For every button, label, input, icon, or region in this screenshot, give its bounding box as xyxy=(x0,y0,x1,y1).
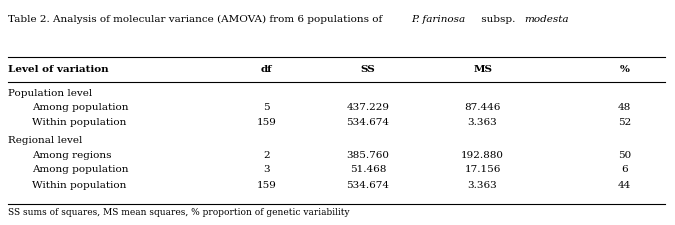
Text: Among population: Among population xyxy=(32,104,128,112)
Text: 437.229: 437.229 xyxy=(346,104,389,112)
Text: 52: 52 xyxy=(618,118,631,127)
Text: 385.760: 385.760 xyxy=(346,151,389,160)
Text: 534.674: 534.674 xyxy=(346,181,389,190)
Text: 534.674: 534.674 xyxy=(346,118,389,127)
Text: Regional level: Regional level xyxy=(8,136,82,145)
Text: Population level: Population level xyxy=(8,89,92,98)
Text: Within population: Within population xyxy=(32,181,126,190)
Text: Among regions: Among regions xyxy=(32,151,111,160)
Text: Among population: Among population xyxy=(32,165,128,174)
Text: 87.446: 87.446 xyxy=(464,104,501,112)
Text: 159: 159 xyxy=(256,118,277,127)
Text: df: df xyxy=(261,65,273,74)
Text: 192.880: 192.880 xyxy=(461,151,504,160)
Text: SS: SS xyxy=(360,65,375,74)
Text: MS: MS xyxy=(473,65,492,74)
Text: Table 2. Analysis of molecular variance (AMOVA) from 6 populations of: Table 2. Analysis of molecular variance … xyxy=(8,15,385,24)
Text: 51.468: 51.468 xyxy=(350,165,386,174)
Text: 5: 5 xyxy=(263,104,270,112)
Text: 6: 6 xyxy=(621,165,628,174)
Text: 159: 159 xyxy=(256,181,277,190)
Text: 17.156: 17.156 xyxy=(464,165,501,174)
Text: Within population: Within population xyxy=(32,118,126,127)
Text: 2: 2 xyxy=(263,151,270,160)
Text: 3: 3 xyxy=(263,165,270,174)
Text: 48: 48 xyxy=(618,104,631,112)
Text: 3.363: 3.363 xyxy=(468,118,497,127)
Text: modesta: modesta xyxy=(524,15,569,24)
Text: Level of variation: Level of variation xyxy=(8,65,109,74)
Text: %: % xyxy=(620,65,629,74)
Text: 50: 50 xyxy=(618,151,631,160)
Text: subsp.: subsp. xyxy=(478,15,519,24)
Text: P. farinosa: P. farinosa xyxy=(412,15,466,24)
Text: 44: 44 xyxy=(618,181,631,190)
Text: SS sums of squares, MS mean squares, % proportion of genetic variability: SS sums of squares, MS mean squares, % p… xyxy=(8,208,350,217)
Text: 3.363: 3.363 xyxy=(468,181,497,190)
